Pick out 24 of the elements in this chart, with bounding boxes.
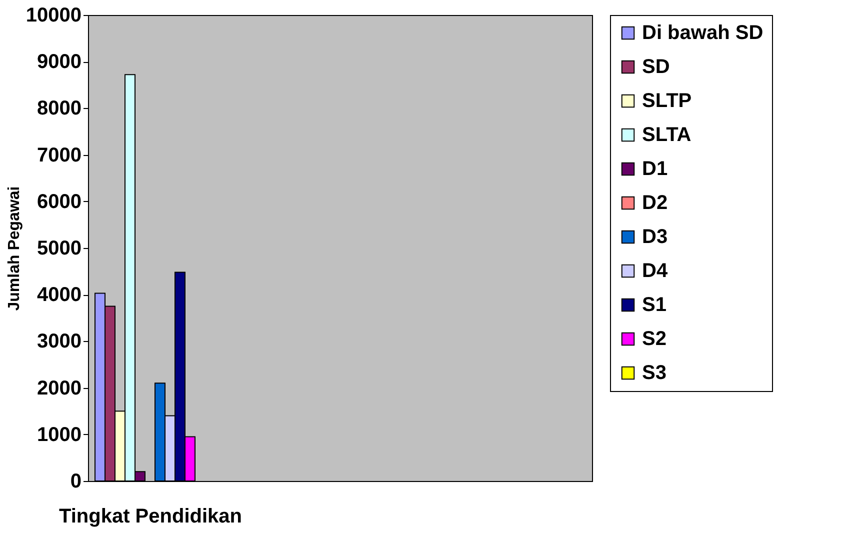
x-axis-title: Tingkat Pendidikan — [59, 506, 242, 528]
y-tick-label: 6000 — [37, 190, 82, 213]
y-tick-label: 4000 — [37, 284, 82, 306]
y-axis-title: Jumlah Pegawai — [6, 186, 23, 311]
y-tick-label: 0 — [70, 470, 82, 492]
y-tick-label: 2000 — [37, 377, 82, 400]
legend-label: S1 — [642, 294, 666, 316]
y-tick-label: 7000 — [37, 144, 82, 166]
legend-label: D3 — [642, 226, 668, 248]
y-tick-label: 3000 — [37, 330, 82, 353]
legend-label: D2 — [642, 192, 668, 214]
y-tick-label: 8000 — [37, 98, 82, 120]
legend-label: S3 — [642, 362, 666, 384]
y-tick-label: 10000 — [26, 4, 82, 26]
y-tick-label: 9000 — [37, 51, 82, 74]
legend-label: SLTA — [642, 124, 692, 146]
legend-label: S2 — [642, 328, 666, 350]
y-tick-label: 5000 — [37, 238, 82, 260]
legend-label: D1 — [642, 158, 668, 180]
legend-label: D4 — [642, 260, 668, 282]
y-tick-label: 1000 — [37, 424, 82, 446]
legend-label: SLTP — [642, 90, 692, 112]
legend-label: SD — [642, 56, 670, 78]
legend-label: Di bawah SD — [642, 22, 764, 44]
